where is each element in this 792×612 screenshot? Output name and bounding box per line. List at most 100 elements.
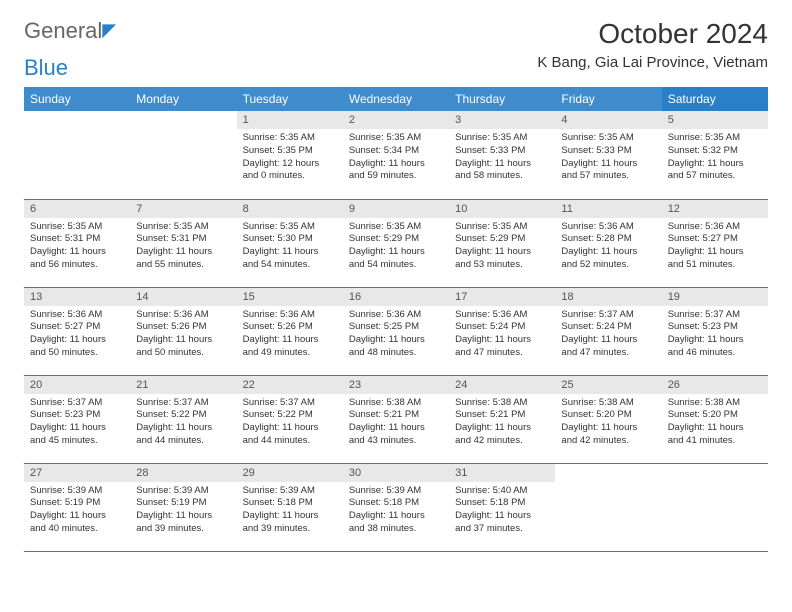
- day-number: 30: [343, 464, 449, 482]
- calendar-day-cell: 27Sunrise: 5:39 AMSunset: 5:19 PMDayligh…: [24, 463, 130, 551]
- day-number: 8: [237, 200, 343, 218]
- logo: General◤: [24, 18, 116, 44]
- logo-text-1: General: [24, 18, 102, 44]
- calendar-day-cell: 2Sunrise: 5:35 AMSunset: 5:34 PMDaylight…: [343, 111, 449, 199]
- day-number: 13: [24, 288, 130, 306]
- day-content: Sunrise: 5:37 AMSunset: 5:23 PMDaylight:…: [662, 306, 768, 365]
- day-content: Sunrise: 5:35 AMSunset: 5:33 PMDaylight:…: [555, 129, 661, 188]
- day-number: 27: [24, 464, 130, 482]
- weekday-header: Sunday: [24, 87, 130, 111]
- calendar-day-cell: 30Sunrise: 5:39 AMSunset: 5:18 PMDayligh…: [343, 463, 449, 551]
- day-number: 7: [130, 200, 236, 218]
- weekday-header: Thursday: [449, 87, 555, 111]
- day-number: 25: [555, 376, 661, 394]
- day-number: 12: [662, 200, 768, 218]
- calendar-week-row: 1Sunrise: 5:35 AMSunset: 5:35 PMDaylight…: [24, 111, 768, 199]
- weekday-header: Wednesday: [343, 87, 449, 111]
- logo-text-2: Blue: [24, 55, 68, 80]
- weekday-header: Friday: [555, 87, 661, 111]
- day-content: Sunrise: 5:37 AMSunset: 5:23 PMDaylight:…: [24, 394, 130, 453]
- day-content: Sunrise: 5:36 AMSunset: 5:24 PMDaylight:…: [449, 306, 555, 365]
- day-content: Sunrise: 5:35 AMSunset: 5:31 PMDaylight:…: [24, 218, 130, 277]
- calendar-day-cell: 22Sunrise: 5:37 AMSunset: 5:22 PMDayligh…: [237, 375, 343, 463]
- day-number: 15: [237, 288, 343, 306]
- calendar-day-cell: 8Sunrise: 5:35 AMSunset: 5:30 PMDaylight…: [237, 199, 343, 287]
- logo-triangle-icon: ◤: [102, 20, 116, 41]
- calendar-day-cell: 15Sunrise: 5:36 AMSunset: 5:26 PMDayligh…: [237, 287, 343, 375]
- calendar-empty-cell: [555, 463, 661, 551]
- day-number: 1: [237, 111, 343, 129]
- weekday-header: Tuesday: [237, 87, 343, 111]
- day-content: Sunrise: 5:36 AMSunset: 5:25 PMDaylight:…: [343, 306, 449, 365]
- day-content: Sunrise: 5:39 AMSunset: 5:18 PMDaylight:…: [343, 482, 449, 541]
- calendar-day-cell: 12Sunrise: 5:36 AMSunset: 5:27 PMDayligh…: [662, 199, 768, 287]
- day-number: 24: [449, 376, 555, 394]
- weekday-header: Monday: [130, 87, 236, 111]
- calendar-day-cell: 3Sunrise: 5:35 AMSunset: 5:33 PMDaylight…: [449, 111, 555, 199]
- calendar-day-cell: 31Sunrise: 5:40 AMSunset: 5:18 PMDayligh…: [449, 463, 555, 551]
- day-content: Sunrise: 5:35 AMSunset: 5:30 PMDaylight:…: [237, 218, 343, 277]
- calendar-empty-cell: [130, 111, 236, 199]
- day-content: Sunrise: 5:39 AMSunset: 5:18 PMDaylight:…: [237, 482, 343, 541]
- day-number: 11: [555, 200, 661, 218]
- day-content: Sunrise: 5:35 AMSunset: 5:33 PMDaylight:…: [449, 129, 555, 188]
- calendar-day-cell: 25Sunrise: 5:38 AMSunset: 5:20 PMDayligh…: [555, 375, 661, 463]
- day-number: 17: [449, 288, 555, 306]
- calendar-day-cell: 5Sunrise: 5:35 AMSunset: 5:32 PMDaylight…: [662, 111, 768, 199]
- day-number: 22: [237, 376, 343, 394]
- calendar-head: SundayMondayTuesdayWednesdayThursdayFrid…: [24, 87, 768, 111]
- calendar-day-cell: 29Sunrise: 5:39 AMSunset: 5:18 PMDayligh…: [237, 463, 343, 551]
- day-content: Sunrise: 5:35 AMSunset: 5:29 PMDaylight:…: [449, 218, 555, 277]
- calendar-empty-cell: [24, 111, 130, 199]
- day-number: 4: [555, 111, 661, 129]
- day-number: 18: [555, 288, 661, 306]
- day-content: Sunrise: 5:36 AMSunset: 5:27 PMDaylight:…: [24, 306, 130, 365]
- calendar-day-cell: 1Sunrise: 5:35 AMSunset: 5:35 PMDaylight…: [237, 111, 343, 199]
- calendar-day-cell: 19Sunrise: 5:37 AMSunset: 5:23 PMDayligh…: [662, 287, 768, 375]
- logo-line2: Blue: [24, 55, 768, 81]
- day-number: 5: [662, 111, 768, 129]
- day-content: Sunrise: 5:35 AMSunset: 5:34 PMDaylight:…: [343, 129, 449, 188]
- day-content: Sunrise: 5:35 AMSunset: 5:29 PMDaylight:…: [343, 218, 449, 277]
- day-number: 31: [449, 464, 555, 482]
- calendar-day-cell: 28Sunrise: 5:39 AMSunset: 5:19 PMDayligh…: [130, 463, 236, 551]
- day-number: 28: [130, 464, 236, 482]
- day-content: Sunrise: 5:36 AMSunset: 5:26 PMDaylight:…: [237, 306, 343, 365]
- day-content: Sunrise: 5:38 AMSunset: 5:21 PMDaylight:…: [343, 394, 449, 453]
- calendar-week-row: 13Sunrise: 5:36 AMSunset: 5:27 PMDayligh…: [24, 287, 768, 375]
- calendar-empty-cell: [662, 463, 768, 551]
- day-content: Sunrise: 5:40 AMSunset: 5:18 PMDaylight:…: [449, 482, 555, 541]
- day-content: Sunrise: 5:38 AMSunset: 5:21 PMDaylight:…: [449, 394, 555, 453]
- day-content: Sunrise: 5:37 AMSunset: 5:22 PMDaylight:…: [237, 394, 343, 453]
- day-content: Sunrise: 5:39 AMSunset: 5:19 PMDaylight:…: [130, 482, 236, 541]
- day-number: 3: [449, 111, 555, 129]
- day-number: 9: [343, 200, 449, 218]
- day-content: Sunrise: 5:37 AMSunset: 5:24 PMDaylight:…: [555, 306, 661, 365]
- day-number: 19: [662, 288, 768, 306]
- day-number: 20: [24, 376, 130, 394]
- calendar-day-cell: 10Sunrise: 5:35 AMSunset: 5:29 PMDayligh…: [449, 199, 555, 287]
- calendar-day-cell: 6Sunrise: 5:35 AMSunset: 5:31 PMDaylight…: [24, 199, 130, 287]
- calendar-day-cell: 21Sunrise: 5:37 AMSunset: 5:22 PMDayligh…: [130, 375, 236, 463]
- day-number: 16: [343, 288, 449, 306]
- day-number: 2: [343, 111, 449, 129]
- calendar-day-cell: 13Sunrise: 5:36 AMSunset: 5:27 PMDayligh…: [24, 287, 130, 375]
- calendar-table: SundayMondayTuesdayWednesdayThursdayFrid…: [24, 87, 768, 552]
- day-content: Sunrise: 5:35 AMSunset: 5:35 PMDaylight:…: [237, 129, 343, 188]
- weekday-header: Saturday: [662, 87, 768, 111]
- day-content: Sunrise: 5:35 AMSunset: 5:32 PMDaylight:…: [662, 129, 768, 188]
- calendar-day-cell: 4Sunrise: 5:35 AMSunset: 5:33 PMDaylight…: [555, 111, 661, 199]
- calendar-day-cell: 16Sunrise: 5:36 AMSunset: 5:25 PMDayligh…: [343, 287, 449, 375]
- calendar-day-cell: 9Sunrise: 5:35 AMSunset: 5:29 PMDaylight…: [343, 199, 449, 287]
- day-number: 23: [343, 376, 449, 394]
- month-title: October 2024: [537, 18, 768, 50]
- day-number: 6: [24, 200, 130, 218]
- day-number: 10: [449, 200, 555, 218]
- calendar-body: 1Sunrise: 5:35 AMSunset: 5:35 PMDaylight…: [24, 111, 768, 551]
- calendar-week-row: 27Sunrise: 5:39 AMSunset: 5:19 PMDayligh…: [24, 463, 768, 551]
- calendar-day-cell: 17Sunrise: 5:36 AMSunset: 5:24 PMDayligh…: [449, 287, 555, 375]
- day-content: Sunrise: 5:38 AMSunset: 5:20 PMDaylight:…: [662, 394, 768, 453]
- calendar-day-cell: 23Sunrise: 5:38 AMSunset: 5:21 PMDayligh…: [343, 375, 449, 463]
- day-number: 26: [662, 376, 768, 394]
- calendar-day-cell: 11Sunrise: 5:36 AMSunset: 5:28 PMDayligh…: [555, 199, 661, 287]
